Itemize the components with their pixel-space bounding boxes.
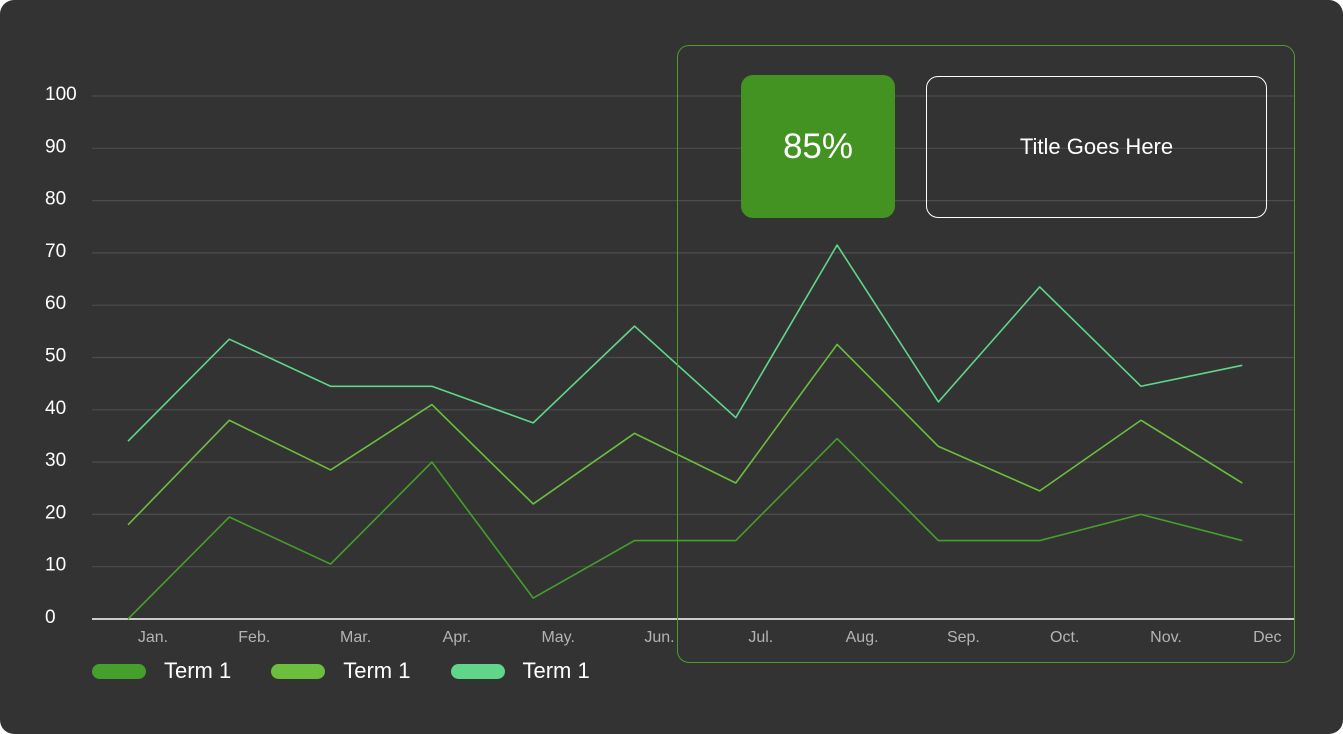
legend-swatch-1 (92, 663, 146, 679)
legend-item-3: Term 1 (450, 658, 590, 684)
x-tick-label: Mar. (340, 629, 371, 646)
kpi-value-box: 85% (741, 75, 895, 218)
x-tick-label: Jun. (644, 629, 674, 646)
highlight-frame (677, 45, 1295, 663)
legend-item-1: Term 1 (92, 658, 231, 684)
legend-label-3: Term 1 (522, 658, 590, 683)
y-tick-label: 100 (45, 84, 77, 105)
grid-lines (92, 95, 1294, 568)
x-tick-label: Apr. (443, 629, 471, 646)
x-tick-label: Dec (1253, 629, 1281, 646)
y-tick-label: 60 (45, 293, 66, 314)
x-tick-label: Nov. (1150, 629, 1182, 646)
series-lines (127, 244, 1243, 620)
legend-label-2: Term 1 (343, 658, 411, 683)
x-tick-label: Feb. (238, 629, 270, 646)
y-tick-label: 90 (45, 136, 66, 157)
x-tick-label: Oct. (1050, 629, 1079, 646)
legend-swatch-3 (450, 663, 505, 679)
series-line-2 (127, 343, 1243, 526)
series-line-1 (127, 437, 1243, 620)
y-tick-label: 80 (45, 189, 66, 210)
legend-swatch-2 (271, 663, 326, 679)
y-tick-label: 50 (45, 346, 66, 367)
x-tick-label: Sep. (947, 629, 980, 646)
x-tick-label: Jan. (138, 629, 168, 646)
y-axis-ticks: 0 10 20 30 40 50 60 70 80 90 100 (45, 84, 77, 628)
series-line-3 (127, 244, 1243, 442)
legend-label-1: Term 1 (164, 658, 232, 683)
y-tick-label: 70 (45, 241, 66, 262)
x-tick-label: May. (541, 629, 574, 646)
x-tick-label: Jul. (748, 629, 773, 646)
y-tick-label: 30 (45, 450, 66, 471)
y-tick-label: 0 (45, 607, 56, 628)
legend: Term 1 Term 1 Term 1 (92, 658, 630, 684)
highlight-title: Title Goes Here (1019, 134, 1174, 159)
y-tick-label: 20 (45, 502, 66, 523)
kpi-value: 85% (782, 126, 854, 166)
x-tick-label: Aug. (846, 629, 879, 646)
x-axis-ticks: Jan. Feb. Mar. Apr. May. Jun. Jul. Aug. Sep. Oct.… (138, 629, 1282, 646)
y-tick-label: 10 (45, 555, 66, 576)
y-tick-label: 40 (45, 398, 66, 419)
legend-item-2: Term 1 (271, 658, 411, 684)
title-box: Title Goes Here (926, 76, 1267, 218)
